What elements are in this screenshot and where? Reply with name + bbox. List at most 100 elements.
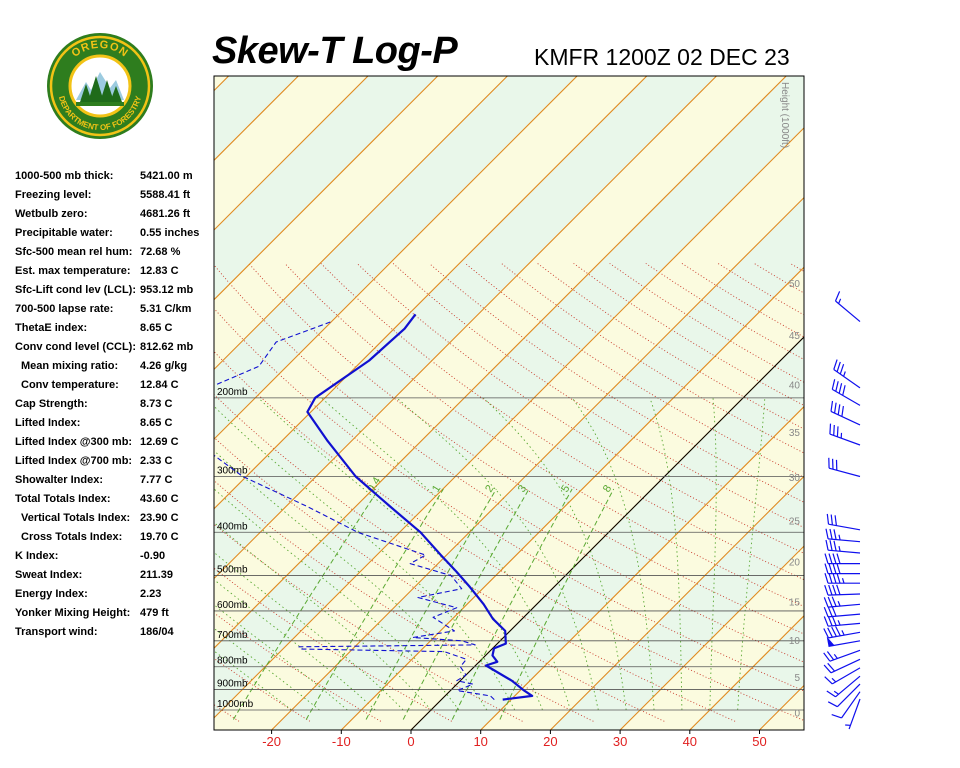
index-row: Est. max temperature: 12.83 C bbox=[15, 265, 211, 284]
index-label: Precipitable water: bbox=[15, 227, 113, 239]
index-value: 23.90 C bbox=[140, 512, 179, 524]
barb-flag bbox=[831, 606, 837, 617]
wind-barb bbox=[833, 359, 861, 389]
mixing-ratio-label: 5 bbox=[559, 483, 572, 495]
barb-pennant bbox=[826, 636, 835, 647]
barb-staff bbox=[835, 300, 861, 323]
barb-flag bbox=[839, 364, 845, 375]
index-row: Total Totals Index: 43.60 C bbox=[15, 493, 211, 512]
height-tick-label: 30 bbox=[789, 473, 801, 484]
barb-flag bbox=[826, 651, 835, 661]
barb-flag bbox=[836, 361, 841, 372]
index-row: Sfc-Lift cond lev (LCL): 953.12 mb bbox=[15, 284, 211, 303]
isotherm bbox=[829, 76, 960, 730]
index-value: 12.84 C bbox=[140, 379, 179, 391]
barb-half-flag bbox=[843, 371, 846, 377]
barb-flag bbox=[841, 406, 844, 417]
dry-adiabat bbox=[284, 263, 804, 608]
index-label: Lifted Index: bbox=[15, 417, 81, 429]
height-tick-label: 40 bbox=[789, 381, 801, 392]
barb-flag bbox=[834, 402, 837, 414]
x-tick-label: 0 bbox=[407, 734, 414, 749]
wind-barb bbox=[824, 573, 860, 584]
index-value: 953.12 mb bbox=[140, 284, 194, 296]
barb-half-flag bbox=[838, 545, 841, 552]
barb-half-flag bbox=[831, 677, 837, 683]
index-row: Transport wind: 186/04 bbox=[15, 626, 211, 645]
index-label: 700-500 lapse rate: bbox=[15, 303, 114, 315]
index-label: Showalter Index: bbox=[15, 474, 104, 486]
height-tick-label: 50 bbox=[789, 279, 801, 290]
barb-flag bbox=[827, 596, 833, 607]
isotherm bbox=[214, 76, 439, 301]
temperature-band bbox=[0, 76, 159, 730]
index-row: Energy Index: 2.23 bbox=[15, 588, 211, 607]
wind-barb bbox=[827, 683, 861, 708]
barb-flag bbox=[835, 626, 841, 637]
wind-barb bbox=[825, 528, 861, 543]
wind-barb bbox=[829, 423, 861, 446]
barb-half-flag bbox=[837, 600, 841, 607]
barb-half-flag bbox=[841, 578, 845, 584]
barb-flag bbox=[833, 529, 837, 540]
index-label: Freezing level: bbox=[15, 189, 92, 201]
barb-flag bbox=[838, 383, 843, 394]
barb-half-flag bbox=[838, 534, 841, 541]
barb-staff bbox=[836, 683, 861, 708]
barb-flag bbox=[833, 540, 837, 552]
index-row: Conv cond level (CCL): 812.62 mb bbox=[15, 341, 211, 360]
barb-flag bbox=[832, 553, 837, 564]
height-tick-label: 15 bbox=[789, 598, 801, 609]
index-value: 8.65 C bbox=[140, 417, 173, 429]
index-label: Sfc-500 mean rel hum: bbox=[15, 246, 133, 258]
wind-barb bbox=[824, 563, 860, 575]
barb-flag bbox=[836, 426, 839, 437]
dry-adiabat bbox=[0, 263, 168, 721]
barb-flag bbox=[829, 540, 833, 551]
barb-flag bbox=[827, 615, 833, 627]
mixing-ratio-line bbox=[365, 488, 497, 720]
barb-staff bbox=[830, 410, 861, 426]
index-row: Conv temperature: 12.84 C bbox=[15, 379, 211, 398]
barb-flag bbox=[833, 359, 838, 370]
index-label: Mean mixing ratio: bbox=[21, 360, 119, 372]
pressure-label: 300mb bbox=[217, 465, 248, 476]
isotherm bbox=[0, 76, 159, 730]
pressure-label: 600mb bbox=[217, 600, 248, 611]
index-label: Transport wind: bbox=[15, 626, 98, 638]
barb-flag bbox=[831, 714, 842, 719]
plot-area: 0.4 1 2 3 5 81000mb900mb800mb700mb600mb500mb4… bbox=[0, 76, 960, 730]
pressure-label: 200mb bbox=[217, 387, 248, 398]
barb-flag bbox=[831, 596, 837, 607]
barb-flag bbox=[824, 553, 829, 564]
dry-adiabat bbox=[428, 263, 804, 503]
index-row: Vertical Totals Index: 23.90 C bbox=[15, 512, 211, 531]
index-label: Cross Totals Index: bbox=[21, 531, 123, 543]
height-tick-label: 5 bbox=[794, 673, 800, 684]
isotherm bbox=[214, 76, 648, 510]
zero-isotherm bbox=[410, 336, 804, 730]
height-axis-label: Height (1000ft) bbox=[779, 82, 790, 148]
barb-flag bbox=[831, 626, 837, 637]
mixing-ratio-line bbox=[499, 488, 615, 720]
dry-adiabat bbox=[392, 263, 804, 529]
index-label: ThetaE index: bbox=[15, 322, 88, 334]
wind-barb bbox=[823, 615, 861, 627]
pressure-label: 500mb bbox=[217, 565, 248, 576]
barb-half-flag bbox=[838, 298, 842, 304]
isotherm bbox=[214, 76, 787, 649]
barb-half-flag bbox=[833, 653, 838, 659]
barb-flag bbox=[824, 585, 829, 596]
index-value: 4681.26 ft bbox=[140, 208, 191, 220]
index-label: Est. max temperature: bbox=[15, 265, 131, 277]
oregon-dept-forestry-logo: OREGON DEPARTMENT OF FORESTRY bbox=[46, 32, 154, 140]
barb-flag bbox=[832, 563, 837, 574]
dry-adiabat bbox=[214, 307, 804, 692]
index-label: K Index: bbox=[15, 550, 59, 562]
barb-flag bbox=[836, 553, 841, 564]
index-value: 12.83 C bbox=[140, 265, 179, 277]
barb-flag bbox=[827, 627, 833, 638]
barb-flag bbox=[827, 606, 833, 617]
height-tick-label: 25 bbox=[789, 516, 801, 527]
barb-staff bbox=[828, 631, 861, 639]
